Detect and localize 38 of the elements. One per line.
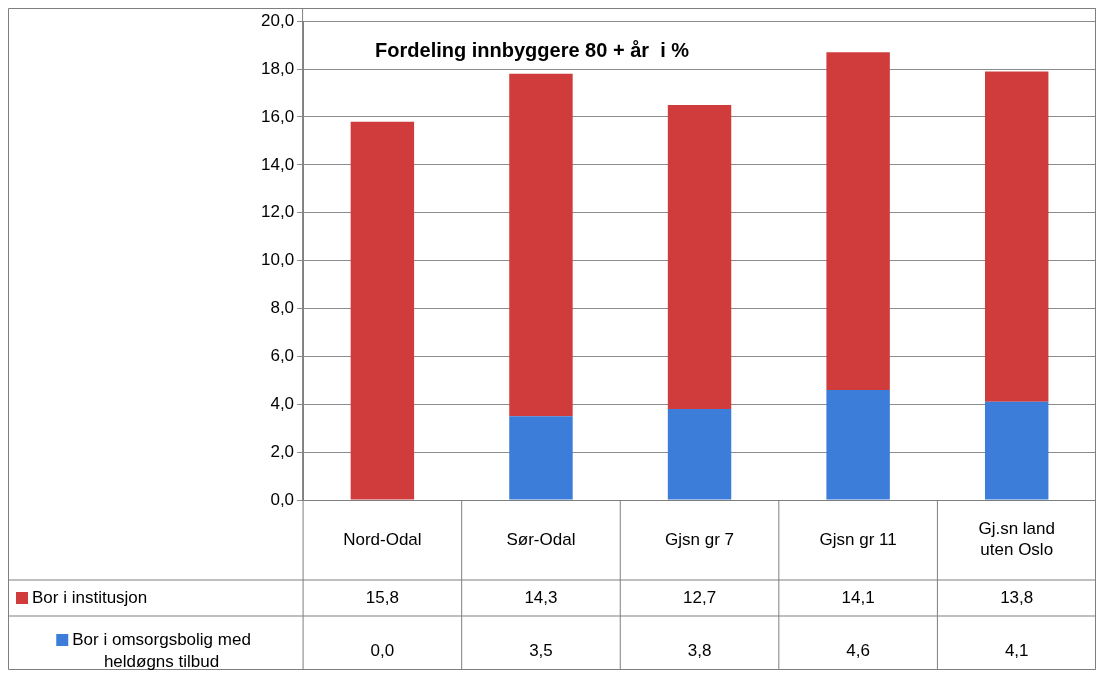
bar: [350, 121, 415, 500]
text: Fordeling innbyggere 80 + år i %: [375, 38, 690, 61]
legend-label: Bor i omsorgsbolig med heldøgns tilbud: [72, 629, 251, 671]
x-tick-label: Gjsn gr 11: [819, 529, 897, 549]
bar: [826, 52, 890, 390]
bar: [509, 73, 573, 417]
y-tick-label: 20,0: [260, 10, 295, 30]
legend-label: Bor i institusjon: [32, 587, 148, 607]
data-label: 4,6: [846, 640, 870, 660]
bar: [826, 389, 890, 500]
data-label: 3,8: [687, 640, 712, 660]
data-label: 3,5: [529, 640, 553, 660]
x-tick-label: Gj.sn land uten Oslo: [978, 519, 1055, 560]
data-label: 14,1: [841, 587, 875, 607]
bar: [509, 416, 573, 500]
y-tick-label: 4,0: [270, 393, 295, 413]
y-tick-label: 6,0: [270, 346, 295, 366]
bar: [667, 409, 732, 500]
data-label: 0,0: [370, 640, 395, 660]
x-tick-label: Sør-Odal: [506, 529, 576, 549]
data-label: 13,8: [1000, 587, 1034, 607]
x-tick-label: Nord-Odal: [343, 529, 422, 549]
x-tick-label: Gjsn gr 7: [665, 529, 735, 549]
data-label: 12,7: [683, 587, 717, 607]
y-tick-label: 2,0: [270, 441, 295, 461]
y-tick-label: 10,0: [260, 250, 295, 270]
data-label: 15,8: [365, 587, 399, 607]
y-tick-label: 18,0: [260, 58, 295, 78]
bar: [984, 401, 1049, 500]
y-tick-label: 0,0: [270, 489, 295, 509]
bar: [667, 104, 732, 410]
y-tick-label: 12,0: [260, 202, 295, 222]
data-label: 4,1: [1004, 640, 1029, 660]
y-tick-label: 14,0: [260, 154, 295, 174]
data-label: 14,3: [524, 587, 558, 607]
y-tick-label: 16,0: [260, 106, 295, 126]
y-tick-label: 8,0: [270, 298, 295, 318]
bar: [984, 71, 1049, 402]
